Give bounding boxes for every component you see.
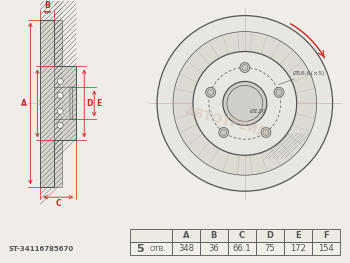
Bar: [172, 229, 200, 242]
Text: 348: 348: [178, 244, 194, 253]
Text: A: A: [183, 231, 189, 240]
Circle shape: [261, 128, 271, 138]
Bar: [312, 229, 340, 242]
Text: 36: 36: [209, 244, 219, 253]
Circle shape: [219, 128, 229, 138]
Bar: [312, 242, 340, 255]
Circle shape: [223, 82, 267, 125]
Text: АВТОТРЕЙД: АВТОТРЕЙД: [183, 103, 270, 139]
Circle shape: [173, 32, 317, 175]
Text: 75: 75: [265, 244, 275, 253]
Text: 154: 154: [318, 244, 334, 253]
Bar: [228, 242, 256, 255]
Text: Ø120: Ø120: [249, 109, 266, 114]
Bar: [228, 229, 256, 242]
Circle shape: [274, 87, 284, 97]
Circle shape: [57, 92, 63, 98]
Text: E: E: [97, 99, 102, 108]
Text: 5: 5: [136, 244, 144, 254]
Text: ОТВ.: ОТВ.: [150, 246, 166, 251]
Bar: [200, 242, 228, 255]
Text: F: F: [323, 231, 328, 240]
Circle shape: [206, 87, 216, 97]
Text: C: C: [56, 199, 61, 208]
Bar: [40, 20, 62, 187]
Text: D: D: [266, 231, 273, 240]
Bar: [284, 229, 312, 242]
Circle shape: [157, 16, 332, 191]
Text: Ø16.6(×5): Ø16.6(×5): [279, 71, 325, 84]
Bar: [256, 242, 284, 255]
Circle shape: [57, 122, 63, 128]
Bar: [172, 242, 200, 255]
Circle shape: [57, 108, 63, 114]
Text: 66.1: 66.1: [232, 244, 251, 253]
Circle shape: [240, 63, 250, 73]
Text: E: E: [295, 231, 301, 240]
Text: C: C: [239, 231, 245, 240]
Text: D: D: [86, 99, 92, 108]
Text: F: F: [39, 99, 44, 108]
Text: 172: 172: [290, 244, 306, 253]
Text: ST-34116785670: ST-34116785670: [8, 246, 74, 251]
Bar: [54, 67, 76, 140]
Circle shape: [193, 52, 297, 155]
Bar: [130, 242, 172, 255]
Text: B: B: [211, 231, 217, 240]
Bar: [284, 242, 312, 255]
Bar: [256, 229, 284, 242]
Circle shape: [57, 78, 63, 84]
Text: A: A: [21, 99, 27, 108]
Bar: [130, 229, 172, 242]
Bar: [200, 229, 228, 242]
Text: B: B: [44, 1, 50, 10]
